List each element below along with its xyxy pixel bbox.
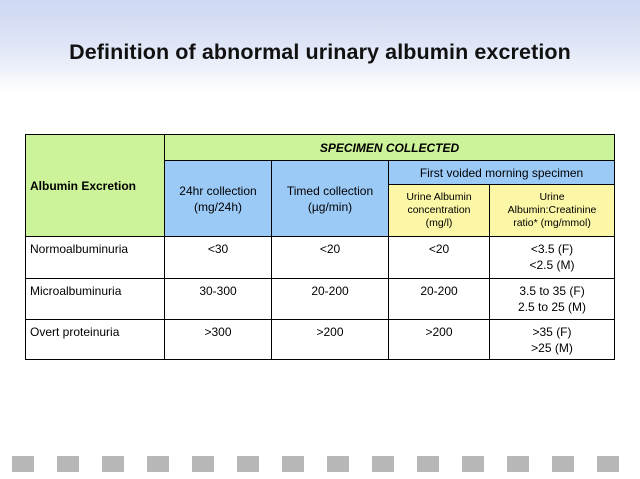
ratio-female: <3.5 (F) [530,242,574,257]
cell-concentration: <20 [388,236,490,279]
cell-24hr: 30-300 [164,277,272,320]
header-urine-albumin-concentration: Urine Albumin concentration (mg/l) [388,184,490,238]
albumin-excretion-header: Albumin Excretion [25,133,165,238]
footer-square [372,456,394,472]
ratio-male: >25 (M) [531,340,573,355]
specimen-collected-header: SPECIMEN COLLECTED [163,133,616,162]
cell-24hr: >300 [164,318,272,361]
footer-square [552,456,574,472]
ratio-female: >35 (F) [532,324,572,339]
cell-ratio: >35 (F) >25 (M) [488,318,616,361]
footer-square [102,456,124,472]
cell-concentration: 20-200 [388,277,490,320]
cell-ratio: 3.5 to 35 (F) 2.5 to 25 (M) [488,277,616,320]
table-row: Normoalbuminuria <30 <20 <20 <3.5 (F) <2… [25,236,616,279]
title-band [0,0,640,92]
footer-square [57,456,79,472]
cell-ratio: <3.5 (F) <2.5 (M) [488,236,616,279]
footer-square [597,456,619,472]
row-label: Microalbuminuria [25,277,165,320]
albumin-table: Albumin Excretion SPECIMEN COLLECTED 24h… [25,133,616,361]
header-first-voided: First voided morning specimen [387,160,616,186]
table-row: Overt proteinuria >300 >200 >200 >35 (F)… [25,318,616,361]
footer-square [237,456,259,472]
cell-timed: 20-200 [271,277,389,320]
ratio-male: 2.5 to 25 (M) [518,299,587,314]
footer-square [417,456,439,472]
cell-concentration: >200 [388,318,490,361]
footer-decoration [0,456,640,472]
footer-square [327,456,349,472]
footer-square [462,456,484,472]
row-label: Normoalbuminuria [25,236,165,279]
footer-square [192,456,214,472]
cell-timed: >200 [271,318,389,361]
header-24hr-collection: 24hr collection (mg/24h) [164,160,272,238]
ratio-female: 3.5 to 35 (F) [519,283,585,298]
table-row: Microalbuminuria 30-300 20-200 20-200 3.… [25,277,616,320]
row-label: Overt proteinuria [25,318,165,361]
footer-square [12,456,34,472]
footer-square [147,456,169,472]
cell-24hr: <30 [164,236,272,279]
header-timed-collection: Timed collection (µg/min) [271,160,389,238]
slide-title: Definition of abnormal urinary albumin e… [69,40,571,64]
cell-timed: <20 [271,236,389,279]
footer-square [507,456,529,472]
footer-square [282,456,304,472]
header-albumin-creatinine-ratio: Urine Albumin:Creatinine ratio* (mg/mmol… [488,184,616,238]
ratio-male: <2.5 (M) [529,258,575,273]
